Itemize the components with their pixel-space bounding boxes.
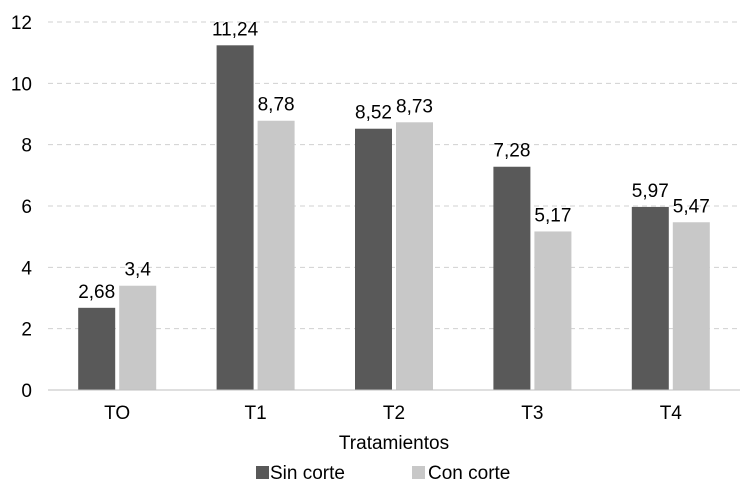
data-labels: 2,68 3,4 11,24 8,78 8,52 8,73 7,28 5,17 5,975,47 xyxy=(78,19,710,303)
legend: Sin corte Con corte xyxy=(256,463,510,484)
y-tick-label: 4 xyxy=(21,258,32,279)
bar-sin-corte-to xyxy=(78,307,116,390)
legend-label-sin-corte: Sin corte xyxy=(270,463,345,484)
y-tick-label: 2 xyxy=(21,320,32,341)
x-tick-label: T4 xyxy=(660,403,683,424)
data-label: 8,73 xyxy=(396,96,433,117)
y-tick-label: 8 xyxy=(21,136,32,157)
data-label: 2,68 xyxy=(78,282,115,303)
data-label: 7,28 xyxy=(493,141,530,162)
bar-con-corte-t4 xyxy=(672,222,710,390)
bar-sin-corte-t3 xyxy=(493,166,531,390)
data-label: 5,47 xyxy=(673,196,710,217)
x-axis-ticks: TO T1 T2 T3 T4 xyxy=(104,403,682,424)
y-tick-label: 6 xyxy=(21,197,32,218)
bar-con-corte-t1 xyxy=(257,120,295,390)
legend-swatch-sin-corte xyxy=(256,466,269,479)
bar-con-corte-to xyxy=(119,285,157,390)
data-label: 5,17 xyxy=(534,205,571,226)
y-tick-label: 0 xyxy=(21,381,32,402)
bar-sin-corte-t1 xyxy=(216,45,254,390)
y-tick-label: 10 xyxy=(11,74,32,95)
legend-swatch-con-corte xyxy=(412,466,425,479)
data-label: 5,97 xyxy=(632,181,669,202)
bars xyxy=(78,45,710,390)
data-label: 8,78 xyxy=(258,95,295,116)
bar-con-corte-t2 xyxy=(396,122,433,390)
bar-sin-corte-t2 xyxy=(355,128,392,390)
x-tick-label: TO xyxy=(104,403,130,424)
gridlines xyxy=(48,21,740,330)
x-tick-label: T1 xyxy=(245,403,267,424)
legend-label-con-corte: Con corte xyxy=(428,463,510,484)
bar-sin-corte-t4 xyxy=(631,206,669,390)
data-label: 11,24 xyxy=(212,19,259,40)
y-axis-ticks: 0 2 4 6 8 10 12 xyxy=(11,13,33,402)
y-tick-label: 12 xyxy=(11,13,32,34)
data-label: 3,4 xyxy=(124,260,151,281)
data-label: 8,52 xyxy=(355,103,392,124)
x-tick-label: T3 xyxy=(521,403,543,424)
bar-con-corte-t3 xyxy=(534,231,572,390)
x-tick-label: T2 xyxy=(383,403,405,424)
x-axis-title: Tratamientos xyxy=(339,433,449,454)
